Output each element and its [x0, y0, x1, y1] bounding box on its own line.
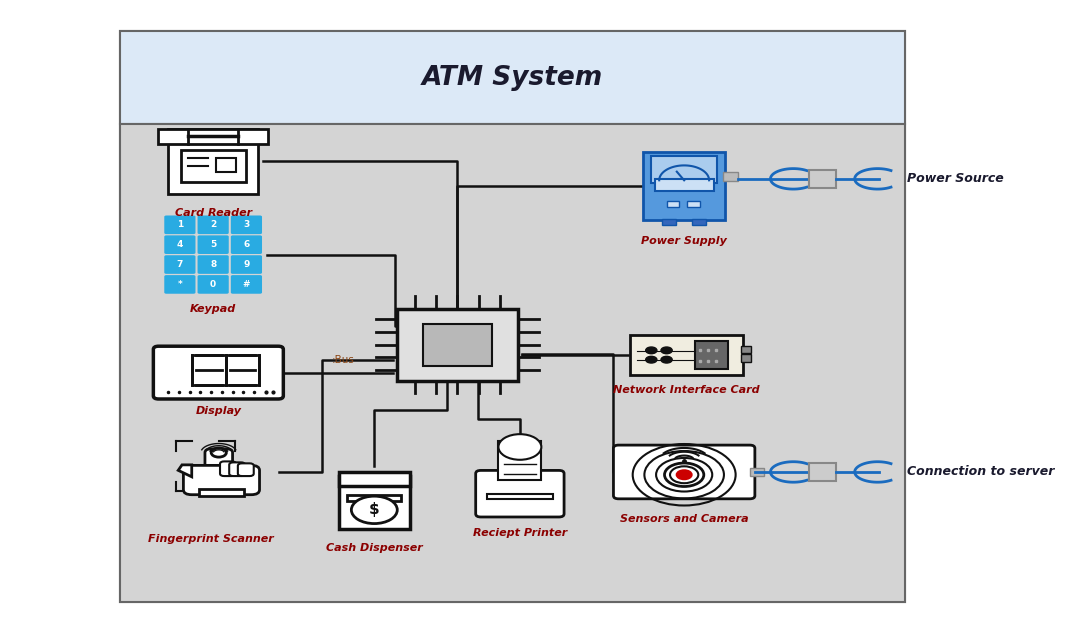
FancyBboxPatch shape: [339, 471, 409, 486]
FancyBboxPatch shape: [216, 158, 235, 172]
FancyBboxPatch shape: [120, 31, 905, 602]
FancyBboxPatch shape: [231, 235, 262, 254]
Circle shape: [499, 434, 541, 460]
FancyBboxPatch shape: [348, 495, 401, 501]
FancyBboxPatch shape: [198, 235, 229, 254]
FancyBboxPatch shape: [164, 275, 195, 294]
FancyBboxPatch shape: [651, 156, 717, 183]
FancyBboxPatch shape: [168, 129, 258, 194]
Polygon shape: [178, 465, 192, 477]
FancyBboxPatch shape: [198, 255, 229, 274]
Text: :Bus: :Bus: [332, 355, 354, 365]
FancyBboxPatch shape: [692, 219, 706, 225]
FancyBboxPatch shape: [180, 150, 245, 183]
FancyBboxPatch shape: [613, 445, 755, 499]
Text: Cash Dispenser: Cash Dispenser: [326, 543, 422, 553]
FancyBboxPatch shape: [229, 463, 245, 476]
FancyBboxPatch shape: [164, 255, 195, 274]
FancyBboxPatch shape: [199, 489, 244, 496]
FancyBboxPatch shape: [662, 219, 676, 225]
FancyBboxPatch shape: [809, 463, 836, 481]
FancyBboxPatch shape: [120, 124, 905, 602]
Text: *: *: [177, 280, 183, 289]
FancyBboxPatch shape: [153, 347, 283, 399]
Circle shape: [661, 356, 672, 363]
Text: 8: 8: [210, 260, 216, 269]
FancyBboxPatch shape: [741, 346, 752, 353]
Text: Keypad: Keypad: [190, 304, 237, 314]
Text: 7: 7: [177, 260, 184, 269]
Circle shape: [677, 470, 691, 479]
FancyBboxPatch shape: [809, 170, 836, 188]
FancyBboxPatch shape: [667, 201, 679, 207]
Text: Fingerprint Scanner: Fingerprint Scanner: [148, 534, 274, 544]
FancyBboxPatch shape: [643, 153, 726, 220]
FancyBboxPatch shape: [654, 179, 714, 191]
FancyBboxPatch shape: [499, 441, 541, 479]
Text: Sensors and Camera: Sensors and Camera: [620, 514, 748, 524]
FancyBboxPatch shape: [422, 324, 492, 366]
Circle shape: [646, 356, 657, 363]
Text: 9: 9: [243, 260, 249, 269]
FancyBboxPatch shape: [630, 335, 743, 375]
FancyBboxPatch shape: [475, 471, 564, 517]
Text: ATM System: ATM System: [422, 65, 604, 91]
Text: Reciept Printer: Reciept Printer: [473, 528, 567, 538]
FancyBboxPatch shape: [339, 476, 409, 528]
Text: Power Supply: Power Supply: [642, 236, 727, 246]
Circle shape: [664, 463, 704, 486]
Text: 4: 4: [177, 240, 184, 249]
FancyBboxPatch shape: [184, 465, 259, 495]
FancyBboxPatch shape: [231, 275, 262, 294]
Text: Connection to server: Connection to server: [907, 466, 1054, 478]
Circle shape: [670, 466, 699, 483]
FancyBboxPatch shape: [198, 275, 229, 294]
FancyBboxPatch shape: [397, 309, 517, 381]
FancyBboxPatch shape: [164, 235, 195, 254]
FancyBboxPatch shape: [741, 355, 752, 362]
FancyBboxPatch shape: [120, 31, 905, 124]
Text: Network Interface Card: Network Interface Card: [613, 385, 759, 395]
FancyBboxPatch shape: [687, 201, 700, 207]
Text: 0: 0: [211, 280, 216, 289]
FancyBboxPatch shape: [220, 461, 235, 476]
Text: Power Source: Power Source: [907, 173, 1003, 185]
Circle shape: [212, 448, 227, 457]
FancyBboxPatch shape: [192, 355, 226, 386]
Circle shape: [661, 347, 672, 354]
Text: 6: 6: [243, 240, 249, 249]
FancyBboxPatch shape: [159, 129, 268, 143]
Text: 3: 3: [243, 220, 249, 229]
FancyBboxPatch shape: [750, 468, 765, 476]
FancyBboxPatch shape: [231, 255, 262, 274]
FancyBboxPatch shape: [226, 355, 259, 386]
Text: Card Reader: Card Reader: [175, 208, 252, 218]
Text: 2: 2: [210, 220, 216, 229]
FancyBboxPatch shape: [231, 215, 262, 234]
Text: 1: 1: [177, 220, 183, 229]
FancyBboxPatch shape: [694, 342, 728, 369]
FancyBboxPatch shape: [198, 215, 229, 234]
FancyBboxPatch shape: [238, 463, 254, 476]
Text: Display: Display: [195, 406, 241, 415]
FancyBboxPatch shape: [205, 449, 232, 474]
Text: #: #: [243, 280, 251, 289]
Text: 5: 5: [210, 240, 216, 249]
Text: $: $: [369, 502, 380, 517]
Circle shape: [351, 496, 397, 524]
FancyBboxPatch shape: [164, 215, 195, 234]
FancyBboxPatch shape: [487, 494, 553, 499]
Circle shape: [646, 347, 657, 354]
FancyBboxPatch shape: [724, 172, 738, 181]
